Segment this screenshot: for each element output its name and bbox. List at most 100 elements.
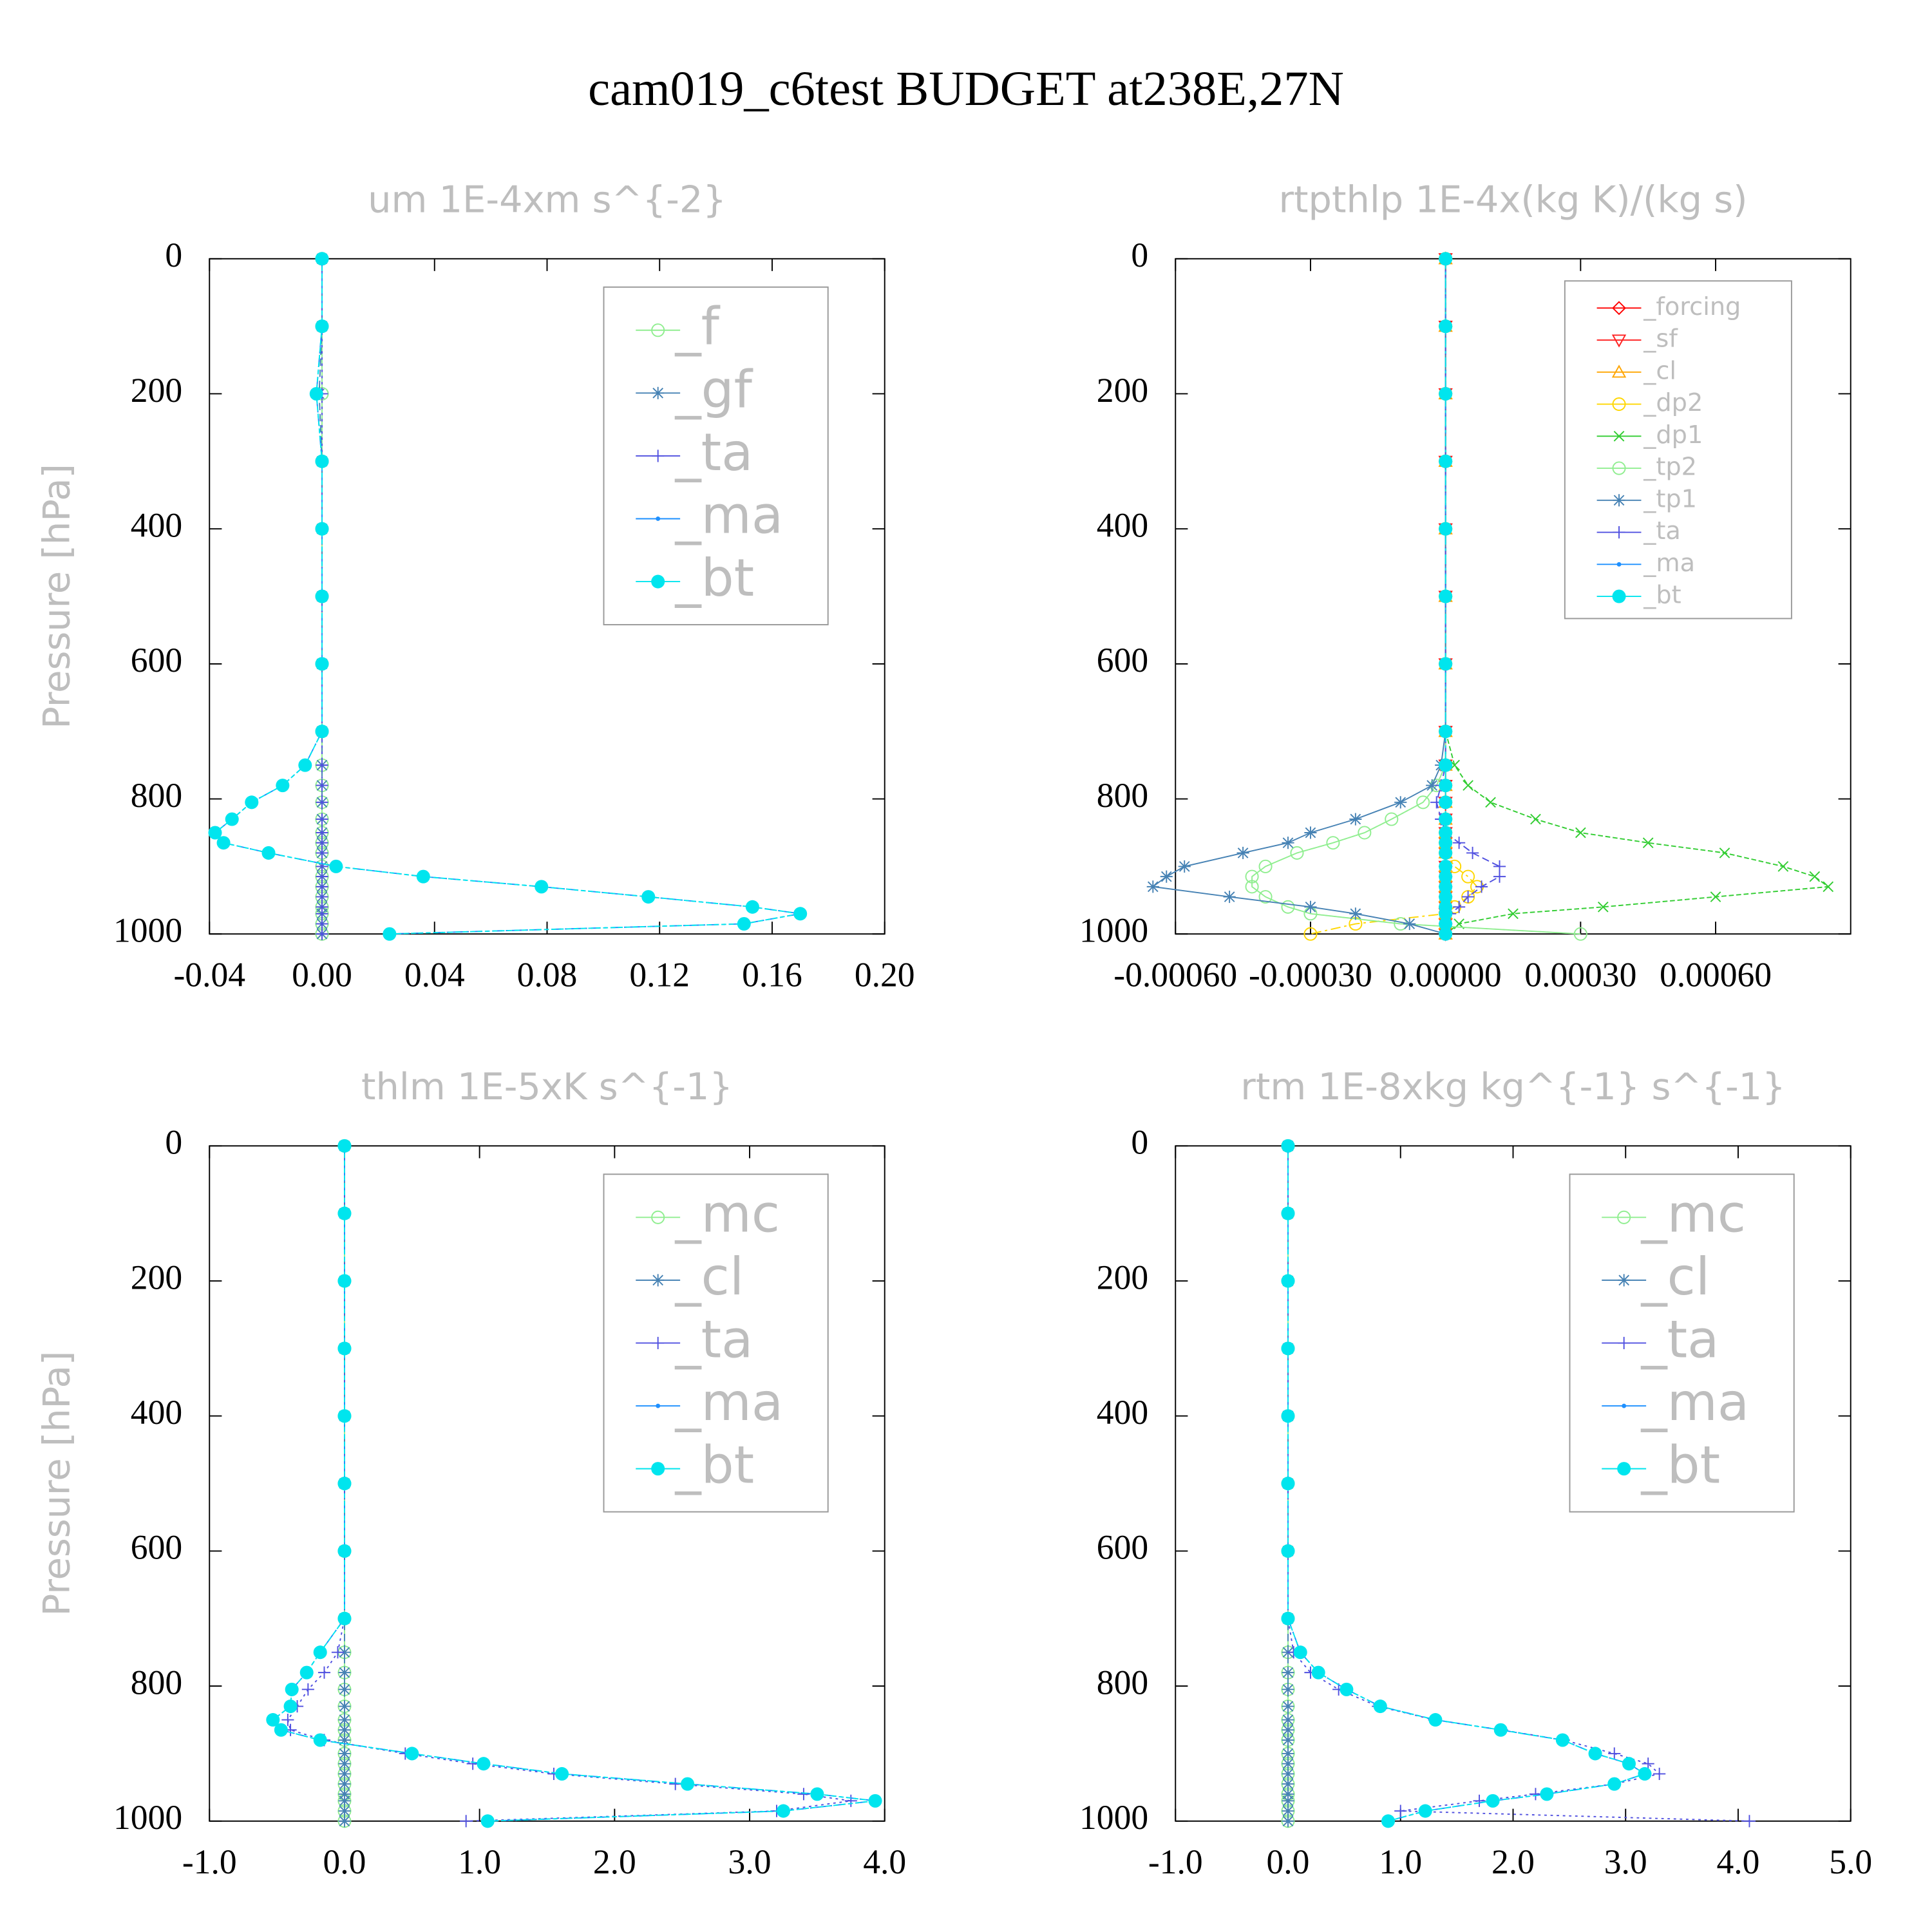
data-point [1282,1723,1294,1736]
y-tick-label: 600 [131,1528,182,1567]
data-point [1311,1665,1325,1680]
data-point [1719,848,1730,858]
data-point [1466,846,1479,860]
x-tick-label: 1.0 [1379,1842,1422,1881]
data-point [338,1723,351,1736]
data-point [338,1804,351,1817]
data-point [1475,880,1488,893]
data-point [844,1794,857,1807]
data-point [1607,1777,1622,1791]
data-point [1349,907,1362,920]
y-tick-label: 200 [131,1258,182,1296]
legend-marker [652,1274,665,1287]
x-tick-label: 0.12 [629,955,690,994]
legend-marker [656,1403,661,1408]
y-axis-label: Pressure [hPa] [35,1351,78,1616]
legend-marker [1612,397,1626,412]
data-point [338,1646,351,1659]
panel-title: rtm 1E-8xkg kg^{-1} s^{-1} [1240,1065,1785,1108]
data-point [338,1666,351,1679]
data-point [1463,780,1473,791]
data-point [555,1766,569,1781]
series-line [1151,258,1446,935]
data-point [315,454,329,468]
legend-label: _bt [1643,581,1681,610]
data-point [535,880,549,894]
y-tick-label: 1000 [113,1798,182,1837]
data-point [1282,1666,1294,1679]
data-point [797,1788,810,1801]
legend-label: _bt [674,547,754,608]
data-point [338,1700,351,1713]
x-tick-label: 0.0 [323,1842,366,1881]
legend-label: _cl [1640,1246,1710,1307]
legend-label: _cl [674,1246,744,1307]
data-point [1160,870,1173,883]
y-tick-label: 0 [165,236,182,274]
y-tick-label: 400 [131,506,182,544]
data-point [1439,758,1453,772]
data-point [338,1815,351,1828]
data-point [1281,1544,1295,1558]
data-point [1555,1733,1569,1747]
legend-label: _ma [1640,1372,1749,1432]
legend-marker [652,450,665,462]
legend-marker [1611,365,1627,378]
data-point [338,1794,351,1807]
y-axis-label: Pressure [hPa] [35,1351,78,1616]
legend-marker [651,323,665,337]
data-point [1326,836,1340,850]
data-point [1146,880,1159,893]
data-point [298,758,312,772]
legend-label: _ta [1643,516,1681,545]
legend-label: _dp1 [1643,421,1703,450]
data-point [1529,1788,1542,1801]
data-point [301,1683,314,1696]
data-point [1358,826,1372,840]
x-tick-label: 5.0 [1829,1842,1872,1881]
data-point [1573,927,1587,941]
x-tick-label: 4.0 [863,1842,906,1881]
data-point [337,1477,352,1491]
legend-marker [1617,1210,1631,1224]
data-point [1282,1757,1294,1770]
data-point [1439,319,1453,334]
data-point [1349,813,1362,826]
data-point [315,589,329,603]
data-point [1373,1700,1387,1714]
legend-label: _ta [674,422,753,482]
data-point [1439,252,1453,266]
y-tick-label: 400 [1097,506,1148,544]
data-point [316,796,328,809]
plot-frame [1175,258,1852,935]
x-tick-label: 0.00 [292,955,352,994]
data-point [810,1787,824,1801]
x-tick-label: 0.16 [742,955,802,994]
data-point [274,1723,288,1737]
data-point [1394,1804,1407,1817]
y-tick-label: 1000 [1079,1798,1148,1837]
data-point [1282,1683,1294,1696]
data-point [285,1682,299,1696]
data-point [1340,1682,1354,1696]
data-point [216,836,231,850]
data-point [1245,869,1259,884]
data-point [337,1409,352,1423]
data-point [1439,779,1453,793]
y-tick-label: 200 [131,371,182,410]
data-point [338,1683,351,1696]
data-point [261,846,276,860]
legend-label: _f [674,296,720,357]
x-tick-label: -1.0 [1148,1842,1203,1881]
y-tick-label: 800 [1097,1663,1148,1701]
data-point [1540,1787,1554,1801]
legend-label: _forcing [1643,292,1741,321]
data-point [1493,870,1506,883]
x-tick-label: 0.00060 [1660,955,1772,994]
data-point [337,1274,352,1288]
panel-title: um 1E-4xm s^{-2} [368,178,726,221]
data-point [669,1777,682,1790]
data-point [266,1713,280,1727]
data-point [1281,1611,1295,1625]
data-point [283,1700,298,1714]
